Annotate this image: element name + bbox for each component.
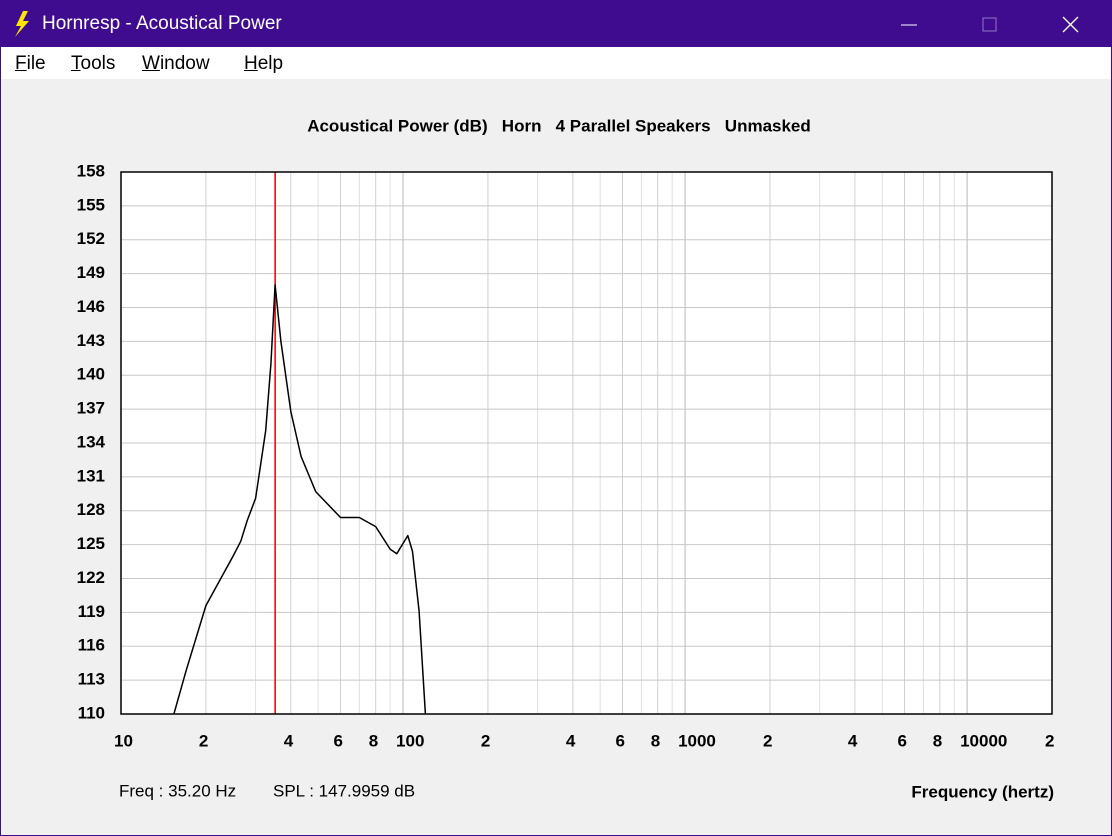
y-tick-label: 134	[77, 432, 106, 451]
menu-item[interactable]: Window	[142, 53, 210, 74]
y-tick-label: 128	[77, 500, 105, 519]
y-tick-label: 140	[77, 365, 105, 384]
maximize-button[interactable]	[982, 17, 997, 32]
x-tick-label: 2	[481, 731, 490, 750]
cursor-frequency: Freq : 35.20 Hz	[119, 781, 236, 800]
y-tick-label: 119	[78, 602, 105, 621]
y-tick-label: 125	[77, 534, 105, 553]
x-tick-label: 8	[651, 731, 660, 750]
menu-bar: File Tools Window Help	[1, 47, 1111, 79]
x-axis-label: Frequency (hertz)	[911, 782, 1054, 801]
cursor-spl: SPL : 147.9959 dB	[273, 781, 415, 800]
title-bar: Hornresp - Acoustical Power	[1, 1, 1111, 47]
plot-border	[120, 171, 1053, 715]
title-bar-graphics	[15, 11, 1079, 37]
x-tick-label: 6	[615, 731, 624, 750]
x-tick-label: 2	[199, 731, 208, 750]
y-tick-label: 155	[77, 195, 105, 214]
close-button[interactable]	[1062, 16, 1079, 33]
x-tick-label: 4	[566, 731, 576, 750]
app-icon	[15, 11, 29, 37]
x-tick-label: 8	[933, 731, 942, 750]
x-tick-label: 6	[898, 731, 907, 750]
x-tick-label: 100	[396, 731, 424, 750]
chart: Acoustical Power (dB) Horn 4 Parallel Sp…	[77, 116, 1055, 801]
y-tick-label: 110	[78, 703, 105, 722]
y-tick-label: 146	[77, 297, 105, 316]
menu-item[interactable]: Tools	[71, 53, 116, 74]
x-tick-label: 2	[1045, 731, 1054, 750]
y-tick-label: 152	[77, 229, 105, 248]
y-tick-label: 116	[78, 636, 105, 655]
y-tick-label: 137	[77, 399, 105, 418]
y-tick-label: 149	[77, 263, 105, 282]
response-curve	[173, 284, 427, 714]
x-tick-label: 8	[369, 731, 378, 750]
x-tick-label: 10	[114, 731, 133, 750]
x-tick-label: 4	[284, 731, 294, 750]
x-tick-label: 6	[333, 731, 342, 750]
x-tick-label: 4	[848, 731, 858, 750]
window-title: Hornresp - Acoustical Power	[42, 13, 282, 34]
menu-item[interactable]: File	[15, 53, 46, 74]
y-tick-label: 113	[78, 670, 105, 689]
x-tick-label: 2	[763, 731, 772, 750]
y-tick-label: 122	[77, 568, 105, 587]
y-tick-label: 131	[77, 466, 105, 485]
y-tick-label: 143	[77, 331, 105, 350]
chart-title: Acoustical Power (dB) Horn 4 Parallel Sp…	[307, 116, 811, 135]
y-tick-label: 158	[77, 161, 105, 180]
x-tick-label: 10000	[960, 731, 1007, 750]
menu-item[interactable]: Help	[244, 53, 284, 74]
x-tick-label: 1000	[678, 731, 716, 750]
